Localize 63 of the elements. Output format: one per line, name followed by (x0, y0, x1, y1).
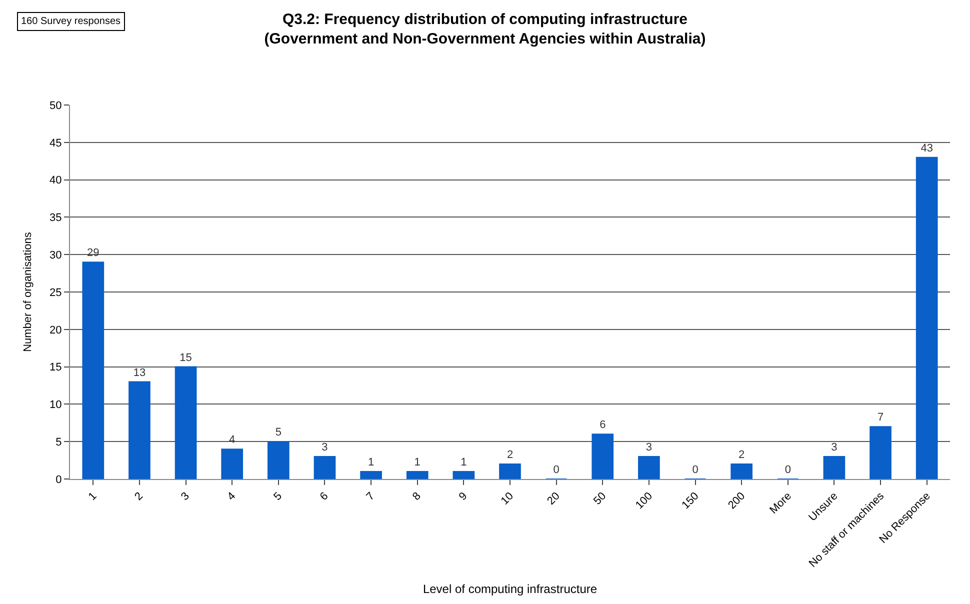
y-tick-label: 0 (56, 474, 62, 486)
bar (314, 456, 336, 479)
x-tick-label: 200 (726, 490, 748, 512)
bar (823, 456, 846, 479)
y-tick-label: 30 (50, 249, 62, 262)
bar (268, 441, 290, 479)
data-label: 43 (920, 142, 933, 154)
x-tick-label: 2 (132, 490, 146, 504)
text: 160 Survey responses (21, 16, 121, 27)
x-tick-label: 8 (410, 490, 424, 504)
data-label: 5 (275, 426, 282, 439)
x-tick-label: 5 (272, 490, 284, 504)
bar (870, 426, 892, 479)
x-tick-label: 9 (456, 490, 470, 504)
bar (638, 456, 660, 479)
bar (174, 366, 197, 479)
data-label: 1 (368, 456, 374, 469)
data-label: 0 (692, 464, 698, 476)
x-tick-label: 50 (591, 490, 609, 508)
x-tick-label: 10 (498, 490, 516, 508)
bar (406, 471, 428, 479)
data-label: 0 (553, 464, 560, 476)
bar (916, 156, 938, 479)
x-tick-label: 20 (545, 490, 562, 508)
y-tick-label: 25 (50, 286, 62, 299)
data-label: 1 (460, 456, 467, 469)
data-label: 15 (180, 352, 192, 364)
y-tick-label: 15 (50, 362, 62, 374)
x-tick-label: 150 (680, 490, 702, 512)
data-label: 6 (600, 419, 606, 432)
x-tick-label: 6 (318, 490, 331, 504)
bar (128, 381, 150, 479)
bar (730, 464, 752, 479)
bar (360, 471, 382, 479)
data-label: 3 (831, 442, 838, 454)
x-tick-label: 1 (86, 490, 100, 504)
x-axis-title: Level of computing infrastructure (422, 582, 598, 596)
data-label: 3 (322, 442, 328, 454)
data-label: 1 (414, 456, 420, 469)
y-tick-label: 10 (50, 399, 62, 412)
bar (452, 471, 475, 479)
y-tick-label: 35 (50, 212, 62, 224)
bar (221, 448, 244, 479)
x-tick-label: 4 (225, 490, 238, 504)
y-tick-label: 20 (50, 324, 62, 336)
data-label: 3 (646, 442, 652, 454)
bar (499, 464, 521, 479)
x-tick-label: 100 (633, 490, 655, 512)
y-tick-label: 50 (50, 100, 62, 112)
bar (82, 262, 104, 479)
bar (592, 434, 614, 479)
y-axis-title: Number of organisations (22, 232, 34, 352)
y-tick-label: 40 (50, 174, 62, 187)
data-label: 0 (784, 464, 791, 476)
data-label: 2 (506, 449, 514, 462)
chart-title: Q3.2: Frequency distribution of computing infrastructure (Government and Non-Government Agencies within Australia) (264, 11, 706, 48)
data-label: 7 (877, 412, 884, 424)
data-label: 2 (738, 449, 745, 462)
y-tick-label: 45 (50, 137, 62, 150)
x-tick-label: 3 (178, 490, 192, 504)
x-tick-label: 7 (364, 490, 378, 504)
y-tick-label: 5 (56, 436, 62, 448)
data-label: 13 (133, 366, 146, 379)
